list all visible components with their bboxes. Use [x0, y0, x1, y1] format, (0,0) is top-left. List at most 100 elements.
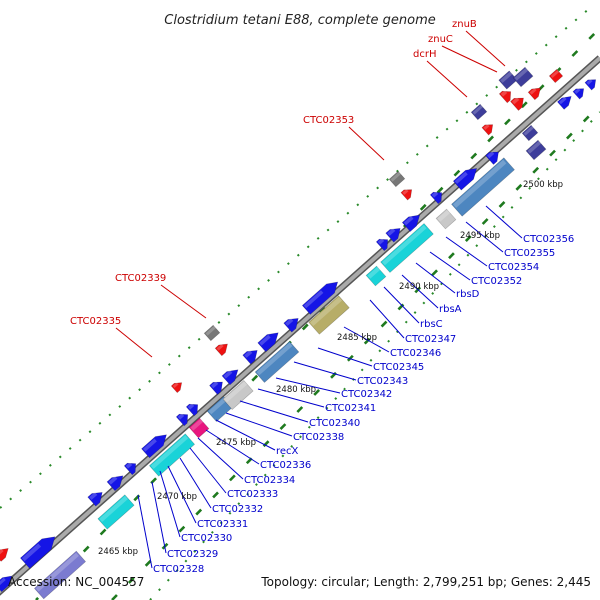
gene-label: CTC02347	[405, 334, 456, 345]
gene-label: CTC02341	[325, 403, 376, 414]
topology-summary: Topology: circular; Length: 2,799,251 bp…	[260, 575, 591, 589]
gene-leader-line	[137, 494, 153, 569]
gene-leader-line	[293, 361, 357, 381]
gene-label: CTC02340	[309, 418, 360, 429]
gene-arrow	[572, 88, 585, 100]
gene-leader-line	[445, 236, 488, 267]
cds-block	[365, 265, 387, 287]
gene-leader-line	[348, 126, 385, 161]
gene-arrow	[209, 381, 223, 395]
gene-label: CTC02335	[70, 316, 121, 327]
gene-label: znuB	[452, 19, 477, 30]
gene-arrow	[221, 369, 239, 386]
gene-arrow	[510, 97, 524, 111]
gene-label: CTC02330	[181, 533, 232, 544]
cds-block	[521, 124, 539, 142]
cds-block	[512, 66, 534, 88]
gene-label: CTC02332	[212, 504, 263, 515]
gene-leader-line	[401, 274, 439, 309]
gene-arrow	[401, 214, 421, 232]
gene-leader-line	[225, 412, 293, 437]
cds-block	[380, 223, 434, 273]
cds-block	[435, 208, 457, 230]
inner-tick-guide	[35, 27, 600, 600]
scale-label: 2485 kbp	[337, 333, 377, 343]
gene-arrow	[481, 124, 494, 136]
gene-leader-line	[369, 299, 405, 339]
gene-arrow	[242, 350, 258, 365]
gene-label: CTC02338	[293, 432, 344, 443]
scale-labels: 2465 kbp 2470 kbp 2475 kbp 2480 kbp 2485…	[98, 180, 563, 557]
scale-label: 2480 kbp	[276, 385, 316, 395]
gene-leader-line	[441, 45, 498, 73]
gene-leader-line	[239, 400, 309, 423]
gene-label: rbsD	[456, 289, 480, 300]
gene-arrow	[301, 281, 339, 315]
gene-label: znuC	[428, 34, 453, 45]
scale-label: 2475 kbp	[216, 438, 256, 448]
cds-block	[203, 324, 221, 342]
gene-arrow	[557, 95, 572, 110]
gene-leader-line	[215, 419, 276, 451]
gene-label: CTC02346	[390, 348, 441, 359]
gene-label: CTC02354	[488, 262, 539, 273]
gene-arrow	[0, 575, 13, 593]
gene-leader-line	[205, 429, 260, 465]
cds-block	[148, 433, 196, 477]
gene-arrow	[170, 382, 183, 394]
gene-label: CTC02355	[504, 248, 555, 259]
gene-label: CTC02328	[153, 564, 204, 575]
gene-leader-line	[465, 30, 506, 67]
genome-title: Clostridium tetani E88, complete genome	[164, 13, 436, 28]
gene-leader-line	[197, 437, 244, 480]
gene-leader-line	[159, 470, 181, 538]
gene-arrow	[214, 343, 228, 357]
gene-label: CTC02333	[227, 489, 278, 500]
gene-label: CTC02343	[357, 376, 408, 387]
cds-block	[451, 157, 515, 217]
cds-block	[388, 170, 406, 188]
gene-arrow	[185, 403, 199, 417]
gene-leader-line	[275, 377, 341, 394]
gene-arrow	[385, 228, 401, 243]
gene-leader-line	[317, 347, 373, 367]
gene-label: CTC02345	[373, 362, 424, 373]
gene-arrow	[106, 475, 124, 492]
gene-label: CTC02352	[471, 276, 522, 287]
gene-arrow	[257, 332, 279, 353]
gene-label: dcrH	[413, 49, 436, 60]
scale-label: 2500 kbp	[523, 180, 563, 190]
gene-leader-line	[115, 327, 153, 358]
gene-arrow	[123, 462, 137, 476]
gene-leader-line	[415, 262, 456, 294]
cds-block	[498, 70, 518, 90]
gene-arrow	[283, 318, 299, 333]
gene-arrow	[0, 547, 9, 562]
gene-leader-line	[257, 388, 325, 408]
gene-label: CTC02329	[167, 549, 218, 560]
gene-arrow	[429, 191, 443, 205]
gene-label: CTC02342	[341, 389, 392, 400]
cds-block	[308, 295, 350, 335]
cds-block	[97, 494, 135, 530]
gene-leader-line	[343, 326, 390, 353]
gene-label: CTC02353	[303, 115, 354, 126]
callout-layer: CTC02328 CTC02329 CTC02330 CTC02331 CTC02332…	[70, 19, 574, 575]
cds-block	[525, 139, 547, 161]
gene-label: rbsC	[420, 319, 443, 330]
gene-label: CTC02356	[523, 234, 574, 245]
gene-leader-line	[426, 60, 468, 98]
gene-arrow	[87, 492, 103, 507]
gene-leader-line	[179, 457, 212, 509]
gene-label: CTC02331	[197, 519, 248, 530]
gene-arrow	[141, 434, 167, 459]
gene-leader-line	[485, 205, 523, 239]
gene-leader-line	[151, 481, 167, 554]
gene-arrow	[485, 151, 499, 165]
gene-arrow	[375, 238, 389, 252]
cds-block	[254, 341, 300, 383]
scale-label: 2465 kbp	[98, 547, 138, 557]
gene-label: CTC02339	[115, 273, 166, 284]
gene-label: CTC02334	[244, 475, 295, 486]
